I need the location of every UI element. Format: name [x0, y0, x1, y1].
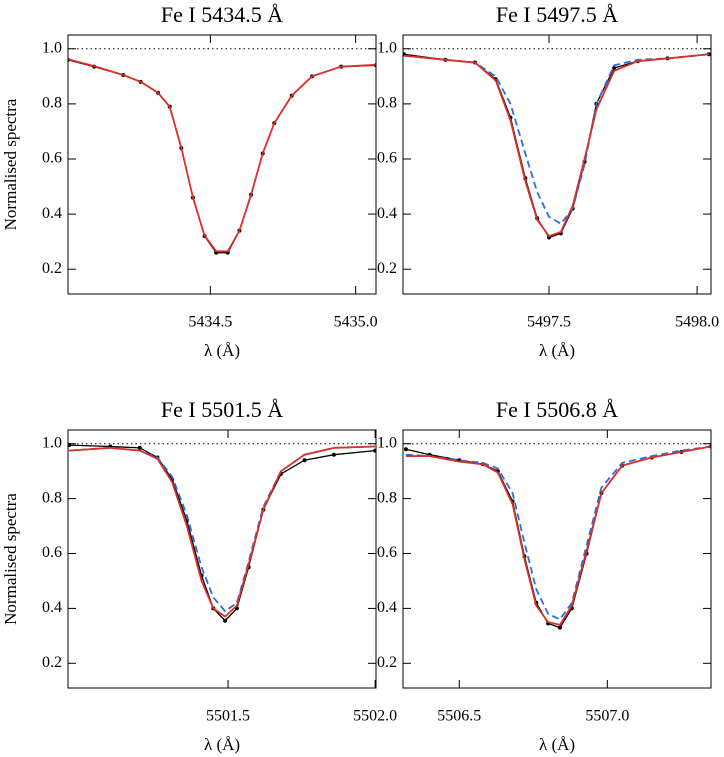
- spectrum-line: [69, 445, 376, 618]
- panel: Fe I 5506.8 Å λ (Å) 0.2 0.4 0.6 0.8 1.0 5506.5 5…: [377, 397, 712, 754]
- x-axis-label: λ (Å): [204, 735, 240, 754]
- y-tick-label: 0.8: [377, 95, 397, 112]
- x-tick-label: 5506.5: [437, 708, 481, 725]
- axes-frame: [67, 429, 377, 689]
- y-axis-label: Normalised spectra: [1, 98, 20, 230]
- y-tick-label: 0.6: [42, 150, 62, 167]
- panel-title: Fe I 5506.8 Å: [496, 397, 618, 422]
- panel: Fe I 5501.5 Å λ (Å) Normalised spectra 0.2 0…: [1, 397, 397, 754]
- y-tick-label: 1.0: [377, 434, 397, 451]
- panel: Fe I 5434.5 Å λ (Å) Normalised spectra 0.2 0…: [1, 2, 378, 360]
- spectrum-line: [68, 59, 376, 254]
- plot-area: [403, 444, 711, 630]
- y-tick-label: 1.0: [42, 434, 62, 451]
- y-tick-label: 0.8: [377, 489, 397, 506]
- panel-title: Fe I 5497.5 Å: [496, 2, 618, 27]
- x-tick-label: 5497.5: [527, 314, 571, 331]
- spectrum-line: [405, 445, 711, 629]
- x-tick-label: 5435.0: [334, 314, 378, 331]
- data-point: [373, 448, 376, 453]
- panel-title: Fe I 5501.5 Å: [161, 397, 283, 422]
- spectrum-line: [403, 53, 709, 239]
- data-point: [68, 443, 72, 448]
- y-tick-label: 0.2: [377, 654, 397, 671]
- y-tick-label: 0.8: [42, 95, 62, 112]
- y-tick-label: 1.0: [377, 39, 397, 56]
- y-tick-label: 0.4: [42, 599, 62, 616]
- y-tick-label: 1.0: [42, 39, 62, 56]
- panel: Fe I 5497.5 Å λ (Å) 0.2 0.4 0.6 0.8 1.0 5497.5 5…: [377, 2, 719, 360]
- axes-frame: [402, 34, 712, 295]
- data-point: [557, 625, 562, 630]
- plot-area: [68, 443, 376, 623]
- data-point: [331, 452, 336, 457]
- y-tick-label: 0.2: [42, 654, 62, 671]
- spectrum-line: [405, 445, 711, 626]
- x-tick-label: 5498.0: [675, 314, 719, 331]
- x-tick-label: 5434.5: [188, 314, 232, 331]
- data-point: [302, 458, 307, 463]
- y-tick-label: 0.4: [42, 205, 62, 222]
- y-tick-label: 0.6: [377, 544, 397, 561]
- spectrum-line: [69, 445, 376, 613]
- x-tick-label: 5507.0: [585, 708, 629, 725]
- data-point: [403, 447, 408, 452]
- y-tick-label: 0.4: [377, 205, 397, 222]
- spectrum-line: [403, 53, 710, 225]
- x-axis-label: λ (Å): [539, 341, 575, 360]
- spectrum-line: [69, 444, 376, 622]
- y-axis-label: Normalised spectra: [1, 493, 20, 625]
- x-tick-label: 5501.5: [206, 708, 250, 725]
- data-point: [223, 618, 228, 623]
- axes-frame: [67, 34, 377, 295]
- y-tick-label: 0.4: [377, 599, 397, 616]
- x-axis-label: λ (Å): [204, 341, 240, 360]
- panel-title: Fe I 5434.5 Å: [161, 2, 283, 27]
- plot-area: [403, 52, 711, 240]
- x-axis-label: λ (Å): [539, 735, 575, 754]
- data-point: [612, 66, 617, 71]
- axes-frame: [402, 429, 712, 689]
- plot-area: [68, 57, 376, 255]
- x-tick-label: 5502.0: [353, 708, 397, 725]
- data-point: [137, 445, 142, 450]
- y-tick-label: 0.2: [377, 260, 397, 277]
- y-tick-label: 0.2: [42, 260, 62, 277]
- y-tick-label: 0.6: [42, 544, 62, 561]
- spectrum-line: [68, 58, 376, 253]
- spectrum-line: [403, 53, 710, 238]
- y-tick-label: 0.6: [377, 150, 397, 167]
- spectrum-line: [405, 445, 711, 621]
- y-tick-label: 0.8: [42, 489, 62, 506]
